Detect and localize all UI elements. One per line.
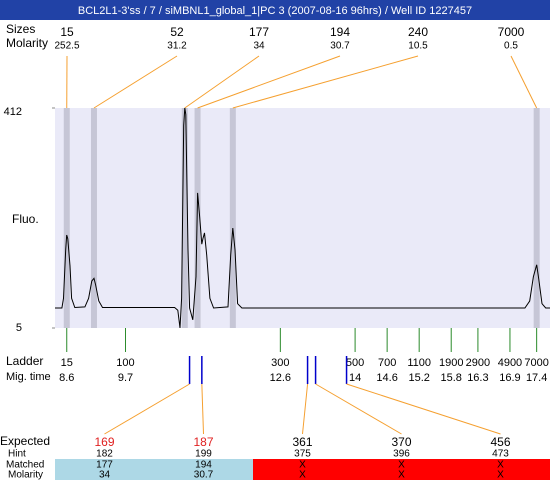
- peak-size: 194: [330, 25, 350, 39]
- ladder-time: 14.6: [376, 372, 397, 384]
- ladder-size: 500: [346, 357, 364, 369]
- hint: 375: [294, 449, 311, 460]
- molarity-label: Molarity: [6, 36, 48, 50]
- expected-connector: [201, 383, 204, 435]
- ladder-label: Ladder: [6, 354, 43, 368]
- matched-molarity: 30.7: [194, 470, 214, 480]
- peak-connector: [197, 55, 341, 109]
- matched: X: [299, 460, 306, 471]
- peak-size: 240: [408, 25, 428, 39]
- ladder-time: 15.2: [408, 372, 429, 384]
- matched-label: Matched: [6, 460, 44, 471]
- expected-size: 361: [292, 435, 312, 449]
- title: BCL2L1-3'ss / 7 / siMBNL1_global_1|PC 3 …: [78, 5, 472, 17]
- sizes-label: Sizes: [6, 22, 35, 36]
- peak-molarity: 34: [253, 41, 265, 52]
- match-cell: [352, 459, 451, 480]
- ladder-size: 2900: [466, 357, 490, 369]
- match-cell: [451, 459, 550, 480]
- matched-molarity: X: [398, 470, 405, 480]
- ladder-size: 1100: [407, 357, 431, 369]
- peak-size: 177: [249, 25, 269, 39]
- y-label: Fluo.: [12, 212, 39, 226]
- hint: 396: [393, 449, 410, 460]
- matched: 194: [195, 460, 212, 471]
- ladder-size: 1900: [439, 357, 463, 369]
- peak-band: [181, 108, 188, 328]
- ladder-time: 16.9: [499, 372, 520, 384]
- peak-connector: [93, 55, 178, 109]
- expected-connector: [302, 383, 309, 435]
- peak-connector: [184, 55, 260, 109]
- ladder-size: 700: [378, 357, 396, 369]
- ladder-time: 16.3: [467, 372, 488, 384]
- expected-connector: [315, 383, 402, 435]
- molarity-label-2: Molarity: [8, 470, 43, 480]
- peak-band: [533, 108, 540, 328]
- matched-molarity: X: [299, 470, 306, 480]
- expected-size: 456: [490, 435, 510, 449]
- peak-size: 7000: [498, 25, 525, 39]
- ladder-size: 300: [271, 357, 289, 369]
- hint: 473: [492, 449, 509, 460]
- plot-area: [55, 108, 550, 328]
- hint: 182: [96, 449, 113, 460]
- hint-label: Hint: [8, 449, 26, 460]
- ladder-size: 15: [61, 357, 73, 369]
- ladder-size: 4900: [498, 357, 522, 369]
- peak-band: [90, 108, 97, 328]
- peak-band: [63, 108, 70, 328]
- peak-size: 15: [60, 25, 74, 39]
- trace: [55, 107, 550, 329]
- expected-connector: [346, 383, 501, 435]
- hint: 199: [195, 449, 212, 460]
- peak-connector: [510, 55, 538, 109]
- title-bar: [0, 0, 550, 20]
- ladder-time: 17.4: [526, 372, 547, 384]
- y-tick-label: 412: [4, 106, 22, 118]
- peak-molarity: 31.2: [167, 41, 187, 52]
- matched-molarity: X: [497, 470, 504, 480]
- expected-size: 370: [391, 435, 411, 449]
- peak-molarity: 30.7: [330, 41, 350, 52]
- expected-size: 187: [193, 435, 213, 449]
- match-cell: [253, 459, 352, 480]
- peak-connector: [232, 55, 419, 109]
- ladder-time: 9.7: [118, 372, 133, 384]
- ladder-time: 14: [349, 372, 361, 384]
- ladder-size: 100: [116, 357, 134, 369]
- peak-band: [229, 108, 236, 328]
- expected-label: Expected: [0, 434, 50, 448]
- expected-size: 169: [94, 435, 114, 449]
- matched: X: [398, 460, 405, 471]
- matched: X: [497, 460, 504, 471]
- match-cell: [154, 459, 253, 480]
- peak-molarity: 0.5: [504, 41, 518, 52]
- matched: 177: [96, 460, 113, 471]
- peak-molarity: 10.5: [408, 41, 428, 52]
- peak-size: 52: [170, 25, 184, 39]
- migtime-label: Mig. time: [6, 371, 51, 383]
- peak-molarity: 252.5: [54, 41, 79, 52]
- ladder-time: 15.8: [441, 372, 462, 384]
- ladder-time: 12.6: [270, 372, 291, 384]
- ladder-time: 8.6: [59, 372, 74, 384]
- expected-connector: [104, 383, 190, 435]
- matched-molarity: 34: [99, 470, 111, 480]
- y-tick-label: 5: [16, 322, 22, 334]
- match-cell: [55, 459, 154, 480]
- ladder-size: 7000: [524, 357, 548, 369]
